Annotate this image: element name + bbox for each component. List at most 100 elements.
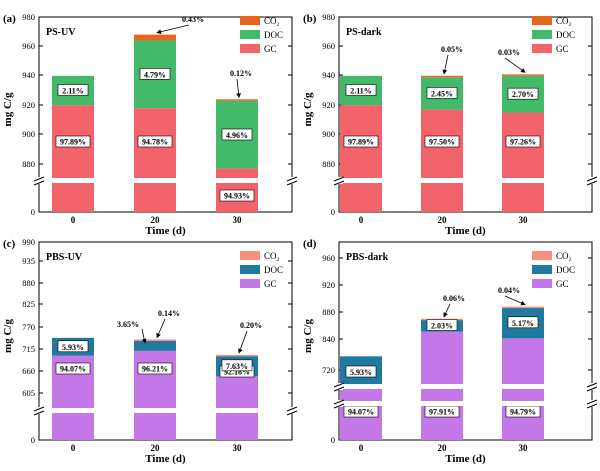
x-axis-label: Time (d) xyxy=(145,225,186,237)
data-label-box xyxy=(57,84,89,96)
data-label-doc: 2.70% xyxy=(512,90,534,99)
data-label-co2: 0.04% xyxy=(498,286,520,295)
y-axis-label: mg C/g xyxy=(302,92,314,126)
bar-co2 xyxy=(134,34,176,41)
bar-gc xyxy=(421,109,463,212)
data-label-gc: 92.18% xyxy=(224,368,250,377)
bar-gc xyxy=(134,108,176,212)
legend-label: CO₂ xyxy=(264,16,280,26)
panel-label: (d) xyxy=(303,238,317,250)
chart-title: PBS-dark xyxy=(346,252,389,263)
data-label-gc: 94.93% xyxy=(224,192,250,201)
axis-break-mark xyxy=(333,176,345,182)
plot-frame xyxy=(338,16,593,213)
data-label-doc: 2.11% xyxy=(350,87,372,96)
y-tick-label: 605 xyxy=(22,388,35,398)
legend-swatch xyxy=(240,30,260,39)
axis-break-mark xyxy=(586,382,598,388)
data-label-box xyxy=(507,316,539,329)
data-label-doc: 3.65% xyxy=(117,320,139,329)
legend-label: GC xyxy=(264,279,277,289)
legend-swatch xyxy=(532,16,552,25)
x-tick-label: 30 xyxy=(233,215,243,225)
y-tick-label: 940 xyxy=(322,70,335,80)
data-label-co2: 0.06% xyxy=(443,294,465,303)
y-tick-label: 880 xyxy=(22,159,35,169)
y-tick-label: 960 xyxy=(22,41,35,51)
chart-panel-d: (d) PBS-dark mg C/g Time (d) 960 920 880 840 720… xyxy=(302,238,598,465)
y-tick-label: 840 xyxy=(322,334,335,344)
y-tick-label: 720 xyxy=(322,365,335,375)
data-label-gc: 97.50% xyxy=(429,138,455,147)
legend-label: CO₂ xyxy=(264,251,280,261)
bar-co2 xyxy=(216,99,258,101)
data-label-doc: 4.96% xyxy=(226,131,248,140)
legend-swatch xyxy=(240,279,260,288)
data-label-co2: 0.43% xyxy=(182,15,204,24)
y-tick-label: 980 xyxy=(22,12,35,22)
bar-co2 xyxy=(216,354,258,357)
axis-break-mark xyxy=(286,176,298,182)
y-tick-label: 920 xyxy=(322,280,335,290)
legend-swatch xyxy=(240,265,260,274)
data-label-gc: 97.91% xyxy=(429,408,455,417)
bar-gc xyxy=(502,112,544,212)
y-tick-label: 880 xyxy=(322,307,335,317)
legend-swatch xyxy=(240,44,260,53)
data-label-co2: 0.14% xyxy=(158,309,180,318)
data-label-co2: 0.12% xyxy=(230,69,252,78)
y-tick-label: 940 xyxy=(22,70,35,80)
axis-break-band xyxy=(340,401,591,406)
y-tick-label: 660 xyxy=(22,366,35,376)
data-label-doc: 4.79% xyxy=(144,70,166,79)
y-tick-label: 880 xyxy=(22,278,35,288)
bar-co2 xyxy=(421,75,463,78)
axis-break-mark xyxy=(333,180,345,186)
data-label-doc: 2.03% xyxy=(431,322,453,331)
axis-break-gap xyxy=(335,400,343,407)
legend-label: GC xyxy=(264,44,277,54)
axis-break-mark xyxy=(286,410,298,416)
label-arrow xyxy=(238,330,248,354)
legend-swatch xyxy=(532,30,552,39)
y-tick-label: 900 xyxy=(22,129,35,139)
data-label-doc: 2.11% xyxy=(62,87,84,96)
bar-doc xyxy=(134,339,176,351)
x-tick-label: 20 xyxy=(151,443,161,453)
data-label-doc: 2.45% xyxy=(431,89,453,98)
data-label-doc: 5.93% xyxy=(350,368,372,377)
legend-label: GC xyxy=(556,279,569,289)
bar-co2 xyxy=(134,339,176,341)
data-label-gc: 96.21% xyxy=(142,365,168,374)
y-axis-label: mg C/g xyxy=(2,92,14,126)
y-tick-label: 920 xyxy=(22,100,35,110)
x-axis-label: Time (d) xyxy=(445,453,486,465)
data-label-gc: 94.07% xyxy=(60,365,86,374)
label-arrow xyxy=(504,295,526,306)
axis-break-gap xyxy=(588,400,596,407)
y-tick-label: 980 xyxy=(322,12,335,22)
chart-panel-c: (c) PBS-UV mg C/g Time (d) 990 935 880 825 770 71… xyxy=(2,237,298,465)
label-arrow xyxy=(443,303,451,318)
axis-break-gap xyxy=(588,177,596,184)
x-axis-label: Time (d) xyxy=(145,453,186,465)
data-label-box xyxy=(139,68,171,80)
label-arrow xyxy=(156,24,190,35)
x-tick-label: 0 xyxy=(359,215,364,225)
axis-break-mark xyxy=(286,180,298,186)
data-label-co2: 0.05% xyxy=(441,45,463,54)
y-tick-label: 900 xyxy=(322,129,335,139)
legend-swatch xyxy=(240,16,260,25)
data-label-box xyxy=(137,362,173,375)
x-tick-label: 30 xyxy=(233,443,243,453)
data-label-box xyxy=(424,135,460,148)
legend-swatch xyxy=(532,251,552,260)
x-tick-label: 30 xyxy=(519,215,529,225)
legend-label: GC xyxy=(556,44,569,54)
legend-label: DOC xyxy=(556,30,575,40)
chart-title: PS-dark xyxy=(346,27,382,38)
panel-label: (a) xyxy=(3,13,16,25)
axis-break-mark xyxy=(333,382,345,388)
axis-break-gap xyxy=(35,177,43,184)
